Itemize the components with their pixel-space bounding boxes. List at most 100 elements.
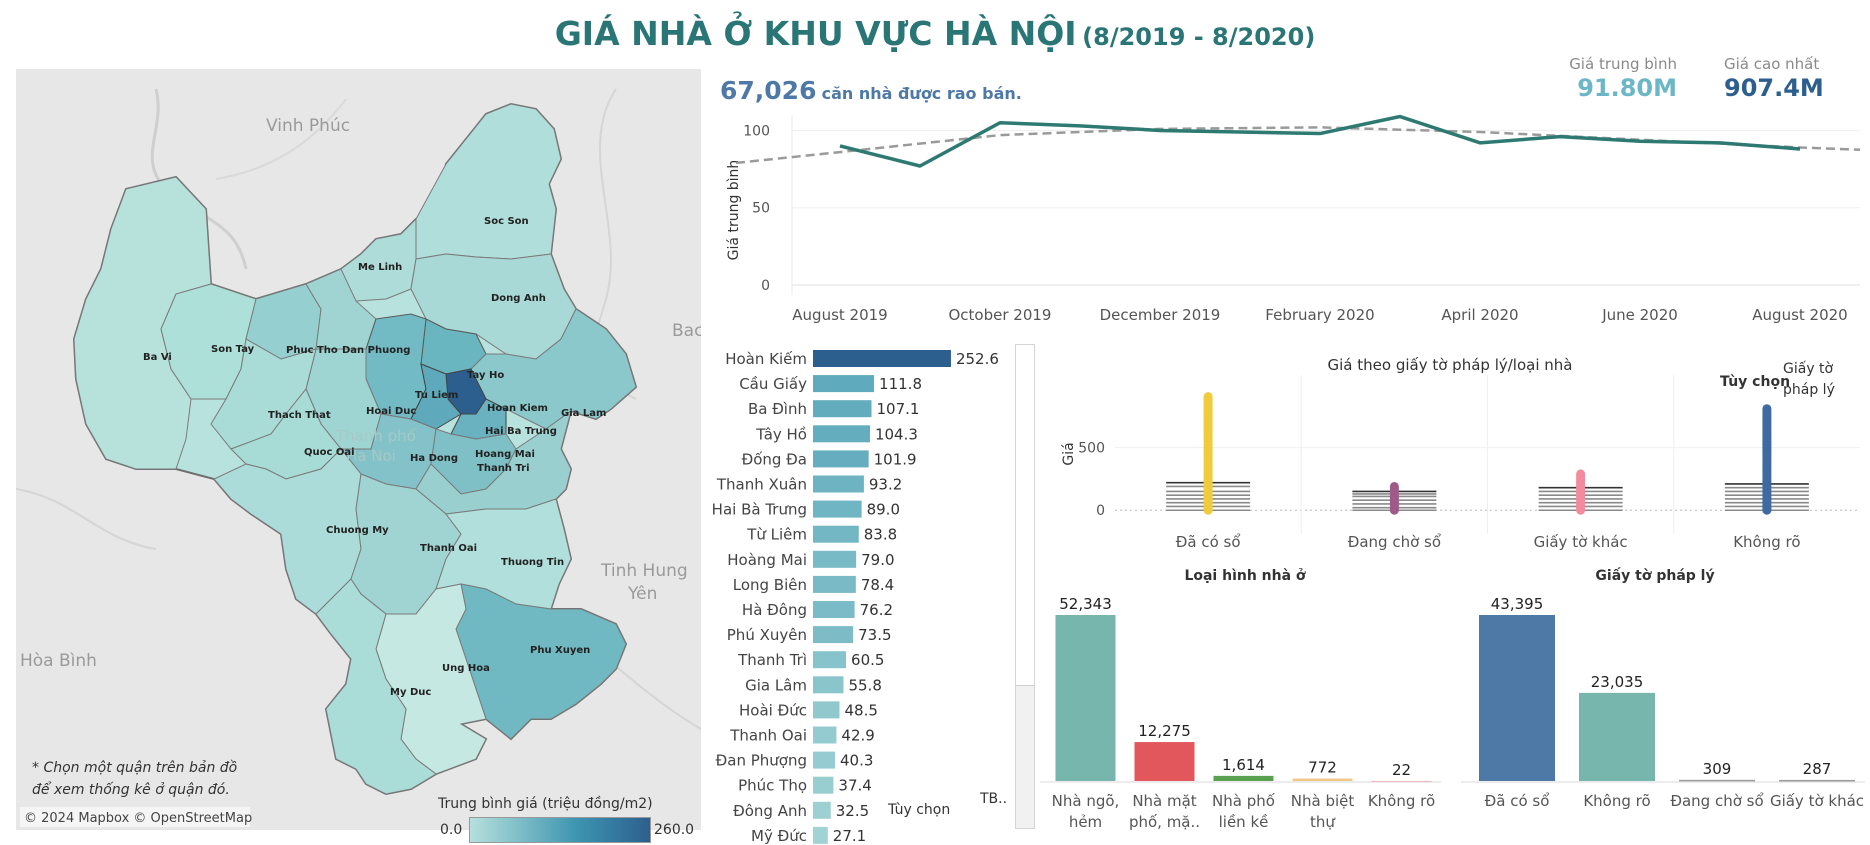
district-label: Tay Ho [467,370,504,381]
district-label: Phu Xuyen [530,645,590,656]
option-label[interactable]: Tùy chọn [888,802,951,818]
scatter-category-label: Đã có sổ [1176,533,1241,551]
bar-value-label: 287 [1803,760,1832,778]
district-bar[interactable] [813,701,840,719]
district-bar[interactable] [813,601,855,618]
district-gia-lam[interactable] [470,308,637,430]
scrollbar-thumb[interactable] [1016,345,1034,686]
region-label: Tinh Hung [600,561,688,581]
house-type-title: Loại hình nhà ở [1184,568,1305,584]
map-attribution[interactable]: © 2024 Mapbox © OpenStreetMap [24,811,252,826]
district-bar-label: Đan Phượng [716,752,807,770]
district-label: Hoai Duc [366,406,416,417]
district-bar[interactable] [813,826,828,844]
district-bar-chart[interactable]: Hoàn Kiếm 252.6 Cầu Giấy 111.8 Ba Đình 107.1 T… [700,344,1010,845]
price-point[interactable] [1762,404,1772,414]
district-bar-label: Mỹ Đức [751,827,807,845]
scatter-category-label: Đang chờ sổ [1348,533,1441,551]
district-bar-label: Từ Liêm [746,526,807,544]
price-point[interactable] [1203,392,1213,402]
line-chart[interactable]: Giá trung bình 0 50 100 August 2019 October… [720,110,1860,335]
river [215,98,347,180]
bar-category-label: Không rõ [1368,792,1435,810]
map-legend-gradient [469,817,651,843]
district-bar-value: 76.2 [860,601,893,619]
district-bar-label: Phúc Thọ [738,777,807,795]
y-tick-label: 100 [743,123,770,139]
category-bar[interactable] [1213,775,1274,781]
x-tick-label: October 2019 [949,306,1052,324]
district-bar-label: Hai Bà Trưng [712,501,807,519]
district-bar[interactable] [813,475,864,493]
category-bar[interactable] [1292,778,1353,781]
bar-category-label: Nhà mặt phố, mặ.. [1129,792,1200,831]
district-bar[interactable] [813,500,862,518]
bar-category-label: Không rõ [1583,792,1650,810]
district-bar[interactable] [813,651,847,669]
district-label: My Duc [390,687,431,698]
district-bar[interactable] [813,676,844,694]
district-ba-dinh[interactable] [410,363,462,430]
region-label: Ha Noi [346,447,396,465]
district-bar-label: Phú Xuyên [727,626,807,644]
district-bar-value: 89.0 [867,501,900,519]
category-bar[interactable] [1679,779,1755,782]
district-bar[interactable] [813,575,856,593]
bar-category-label: Đã có sổ [1485,792,1550,810]
district-bar[interactable] [813,550,857,568]
attribution-bg [20,807,250,827]
district-label: Tu Liem [415,390,458,401]
map-legend-title: Trung bình giá (triệu đồng/m2) [438,796,653,812]
scatter-legend-title: Giấy tờ pháp lý [1783,361,1835,398]
district-label: Hoang Mai [475,449,535,460]
district-bar-value: 93.2 [869,476,902,494]
price-point[interactable] [1389,481,1399,491]
district-bar-value: 83.8 [864,526,897,544]
district-bar[interactable] [813,450,869,468]
district-bar[interactable] [813,400,872,418]
district-bar[interactable] [813,776,834,794]
district-bar-label: Đông Anh [733,802,807,820]
scatter-category-label: Không rõ [1733,533,1800,551]
category-bar[interactable] [1579,692,1655,781]
district-bar[interactable] [813,726,837,744]
river [15,488,157,550]
district-bar[interactable] [813,801,831,819]
district-bar-value: 40.3 [840,752,873,770]
category-bar[interactable] [1134,742,1195,781]
district-label: Thanh Tri [477,463,530,474]
bar-value-label: 772 [1308,759,1337,777]
district-bar-label: Đống Đa [742,450,807,468]
district-bar[interactable] [813,751,836,769]
scatter-option-label[interactable]: Tùy chọn [1720,374,1790,390]
map-svg[interactable]: Vinh Phúc Bac Tinh Hung Yên Hòa Bình Tha… [15,69,703,830]
tb-label[interactable]: TB.. [980,791,1008,807]
district-bar-label: Long Biên [733,576,807,594]
district-map[interactable]: Vinh Phúc Bac Tinh Hung Yên Hòa Bình Tha… [15,69,703,830]
district-bar[interactable] [813,425,870,443]
district-label: Ung Hoa [442,663,490,674]
category-bar[interactable] [1479,615,1555,781]
district-bar[interactable] [813,525,859,543]
legal-docs-chart[interactable]: Giấy tờ pháp lý 43,395 Đã có sổ 23,035 Khôn… [1455,562,1865,845]
kpi-max: Giá cao nhất 907.4M [1724,55,1824,102]
bar-value-label: 43,395 [1491,595,1544,613]
district-my-duc[interactable] [315,578,437,795]
scatter-category-label: Giấy tờ khác [1534,533,1628,551]
category-bar[interactable] [1055,615,1116,781]
district-bar[interactable] [813,375,875,393]
district-label: Phuc Tho [286,345,338,356]
average-price-line[interactable] [839,114,1801,168]
district-label: Quoc Oai [304,447,355,458]
dashboard-title: GIÁ NHÀ Ở KHU VỰC HÀ NỘI (8/2019 - 8/202… [0,14,1870,53]
district-bar[interactable] [813,350,951,367]
bar-value-label: 309 [1703,760,1732,778]
house-type-chart[interactable]: Loại hình nhà ở 52,343 Nhà ngõ, hẻm 12,275 N… [1040,562,1450,845]
district-bar[interactable] [813,626,854,644]
category-bar[interactable] [1779,779,1855,782]
bar-value-label: 22 [1392,761,1411,779]
map-note: * Chọn một quận trên bản đồ [32,759,237,776]
scatter-chart[interactable]: Giá theo giấy tờ pháp lý/loại nhà Giá Tù… [1040,350,1870,560]
district-label: Dong Anh [491,293,546,304]
price-point[interactable] [1576,469,1586,479]
